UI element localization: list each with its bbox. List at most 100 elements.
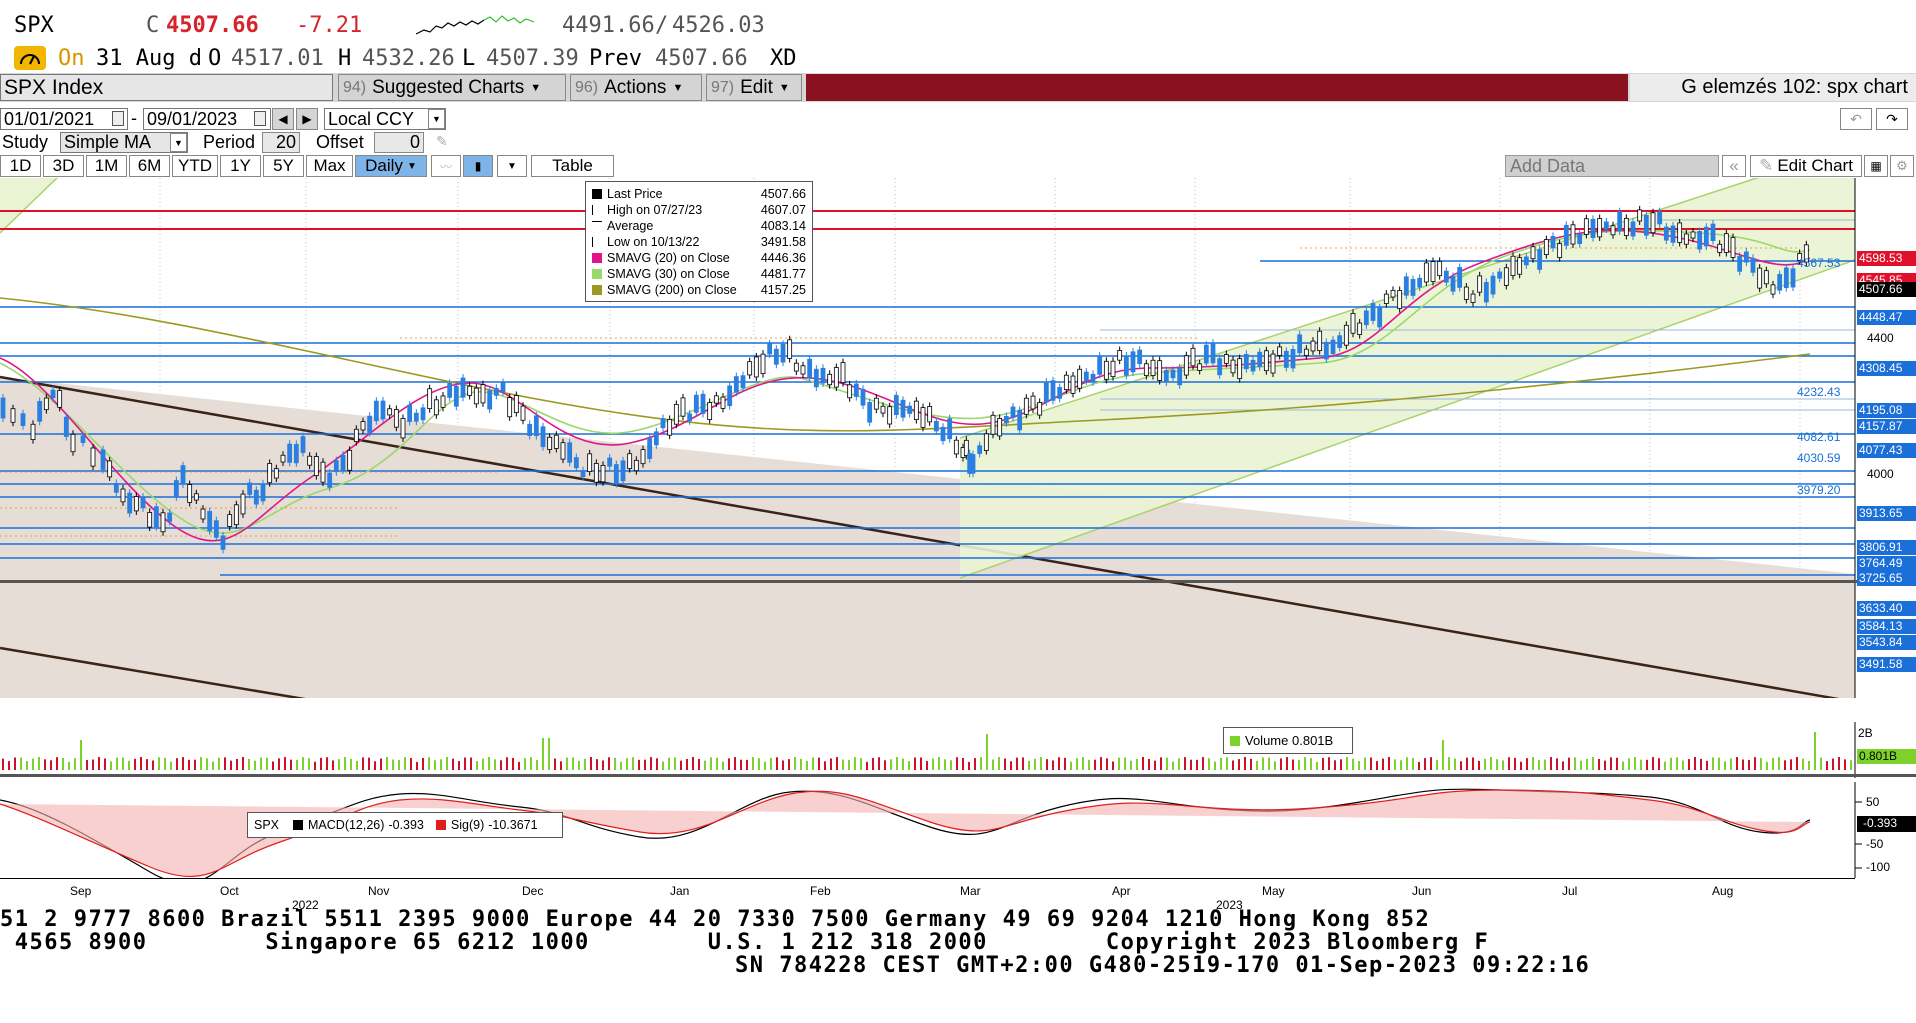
- candle-body: [860, 388, 866, 406]
- dropdown-arrow-icon[interactable]: ▼: [428, 109, 445, 129]
- candle-body: [1643, 215, 1649, 236]
- volume-bar: [1592, 757, 1594, 770]
- volume-bar: [338, 759, 340, 770]
- candle-body: [780, 343, 786, 363]
- end-date-input[interactable]: 09/01/2023: [143, 108, 271, 130]
- candle-body: [1270, 353, 1276, 374]
- candle-body: [0, 397, 6, 419]
- edit-menu[interactable]: 97) Edit ▼: [706, 74, 802, 101]
- chart-settings-icon[interactable]: ▦: [1864, 155, 1888, 177]
- actions-menu[interactable]: 96) Actions ▼: [570, 74, 702, 101]
- candle-body: [1617, 211, 1623, 232]
- volume-bar: [1274, 761, 1276, 770]
- candle-body: [1510, 255, 1516, 277]
- low-label: L: [462, 46, 476, 71]
- volume-bar: [1790, 759, 1792, 770]
- period-input[interactable]: 20: [262, 132, 300, 153]
- candle-body: [80, 435, 86, 443]
- candle-body: [233, 504, 239, 526]
- volume-bar: [332, 760, 334, 770]
- volume-bar: [698, 758, 700, 770]
- tab-ytd[interactable]: YTD: [172, 155, 218, 177]
- volume-bar: [578, 760, 580, 770]
- line-chart-icon[interactable]: 〰: [431, 155, 461, 177]
- frequency-select[interactable]: Daily ▼: [355, 155, 427, 177]
- volume-bar: [1250, 758, 1252, 770]
- volume-bar: [74, 758, 76, 770]
- candle-body: [1137, 349, 1143, 365]
- candle-body: [1290, 349, 1296, 369]
- candle-body: [997, 417, 1003, 437]
- tab-max[interactable]: Max: [306, 155, 353, 177]
- candle-body: [1377, 307, 1383, 328]
- candle-body: [1030, 395, 1036, 410]
- volume-bar: [728, 758, 730, 770]
- calendar-icon[interactable]: [112, 111, 124, 126]
- gear-icon[interactable]: ⚙: [1890, 155, 1914, 177]
- pencil-icon[interactable]: ✎: [436, 133, 448, 149]
- undo-icon[interactable]: ↶: [1840, 108, 1872, 130]
- candle-body: [1443, 270, 1449, 283]
- volume-legend[interactable]: Volume 0.801B: [1223, 727, 1353, 754]
- dropdown-arrow-icon[interactable]: ▼: [170, 133, 187, 152]
- tab-5y[interactable]: 5Y: [263, 155, 304, 177]
- collapse-icon[interactable]: «: [1722, 155, 1746, 177]
- tab-6m[interactable]: 6M: [129, 155, 170, 177]
- candle-body: [260, 483, 266, 502]
- volume-bar: [1652, 757, 1654, 770]
- macd-legend[interactable]: SPX MACD(12,26) -0.393 Sig(9) -10.3671: [247, 812, 563, 838]
- chart-legend[interactable]: Last Price 4507.66 High on 07/27/23 4607.0…: [585, 181, 813, 302]
- suggested-charts-menu[interactable]: 94) Suggested Charts ▼: [338, 74, 566, 101]
- range-forward-button[interactable]: ▶: [296, 108, 318, 130]
- calendar-icon[interactable]: [254, 111, 266, 126]
- volume-bar: [1850, 760, 1852, 770]
- volume-bar: [638, 759, 640, 770]
- candle-body: [1623, 217, 1629, 236]
- range-back-button[interactable]: ◀: [272, 108, 294, 130]
- volume-bars: [2, 732, 1852, 770]
- speedometer-icon[interactable]: [14, 46, 46, 70]
- candle-body: [977, 445, 983, 454]
- candle-body: [373, 400, 379, 422]
- volume-bar: [410, 758, 412, 770]
- candle-body: [220, 535, 226, 550]
- tab-3d[interactable]: 3D: [43, 155, 84, 177]
- start-date-input[interactable]: 01/01/2021: [0, 108, 128, 130]
- price-chart[interactable]: [0, 178, 1916, 698]
- chart-type-dropdown-icon[interactable]: ▼: [497, 155, 527, 177]
- volume-value-tag: 0.801B: [1857, 749, 1916, 764]
- redo-icon[interactable]: ↷: [1876, 108, 1908, 130]
- candle-chart-icon[interactable]: ▮: [463, 155, 493, 177]
- security-field[interactable]: SPX Index: [0, 74, 333, 101]
- candle-body: [307, 455, 313, 466]
- candle-body: [347, 449, 353, 471]
- volume-bar: [158, 757, 160, 770]
- currency-select[interactable]: Local CCY: [324, 108, 446, 130]
- legend-row-sma30: SMAVG (30) on Close 4481.77: [592, 266, 806, 282]
- tab-1d[interactable]: 1D: [0, 155, 41, 177]
- candle-body: [1670, 225, 1676, 243]
- volume-bar: [1658, 758, 1660, 770]
- edit-chart-button[interactable]: ✎ Edit Chart: [1750, 155, 1862, 177]
- study-type-select[interactable]: Simple MA: [60, 132, 188, 153]
- volume-bar: [686, 758, 688, 770]
- candle-body: [633, 459, 639, 472]
- add-data-input[interactable]: Add Data: [1505, 155, 1719, 177]
- table-button[interactable]: Table: [531, 155, 614, 177]
- volume-bar: [278, 758, 280, 770]
- chart-title[interactable]: G elemzés 102: spx chart: [1630, 74, 1916, 101]
- candle-body: [620, 460, 626, 482]
- volume-bar: [260, 757, 262, 770]
- candle-body: [1597, 218, 1603, 238]
- volume-bar: [1268, 757, 1270, 770]
- tab-1m[interactable]: 1M: [86, 155, 127, 177]
- fib-lines: [1100, 219, 1855, 411]
- volume-bar: [800, 758, 802, 770]
- candle-body: [1370, 303, 1376, 321]
- candle-body: [553, 434, 559, 449]
- candle-body: [527, 423, 533, 436]
- candle-body: [1250, 359, 1256, 372]
- tab-1y[interactable]: 1Y: [220, 155, 261, 177]
- candle-body: [427, 388, 433, 410]
- offset-input[interactable]: 0: [374, 132, 424, 153]
